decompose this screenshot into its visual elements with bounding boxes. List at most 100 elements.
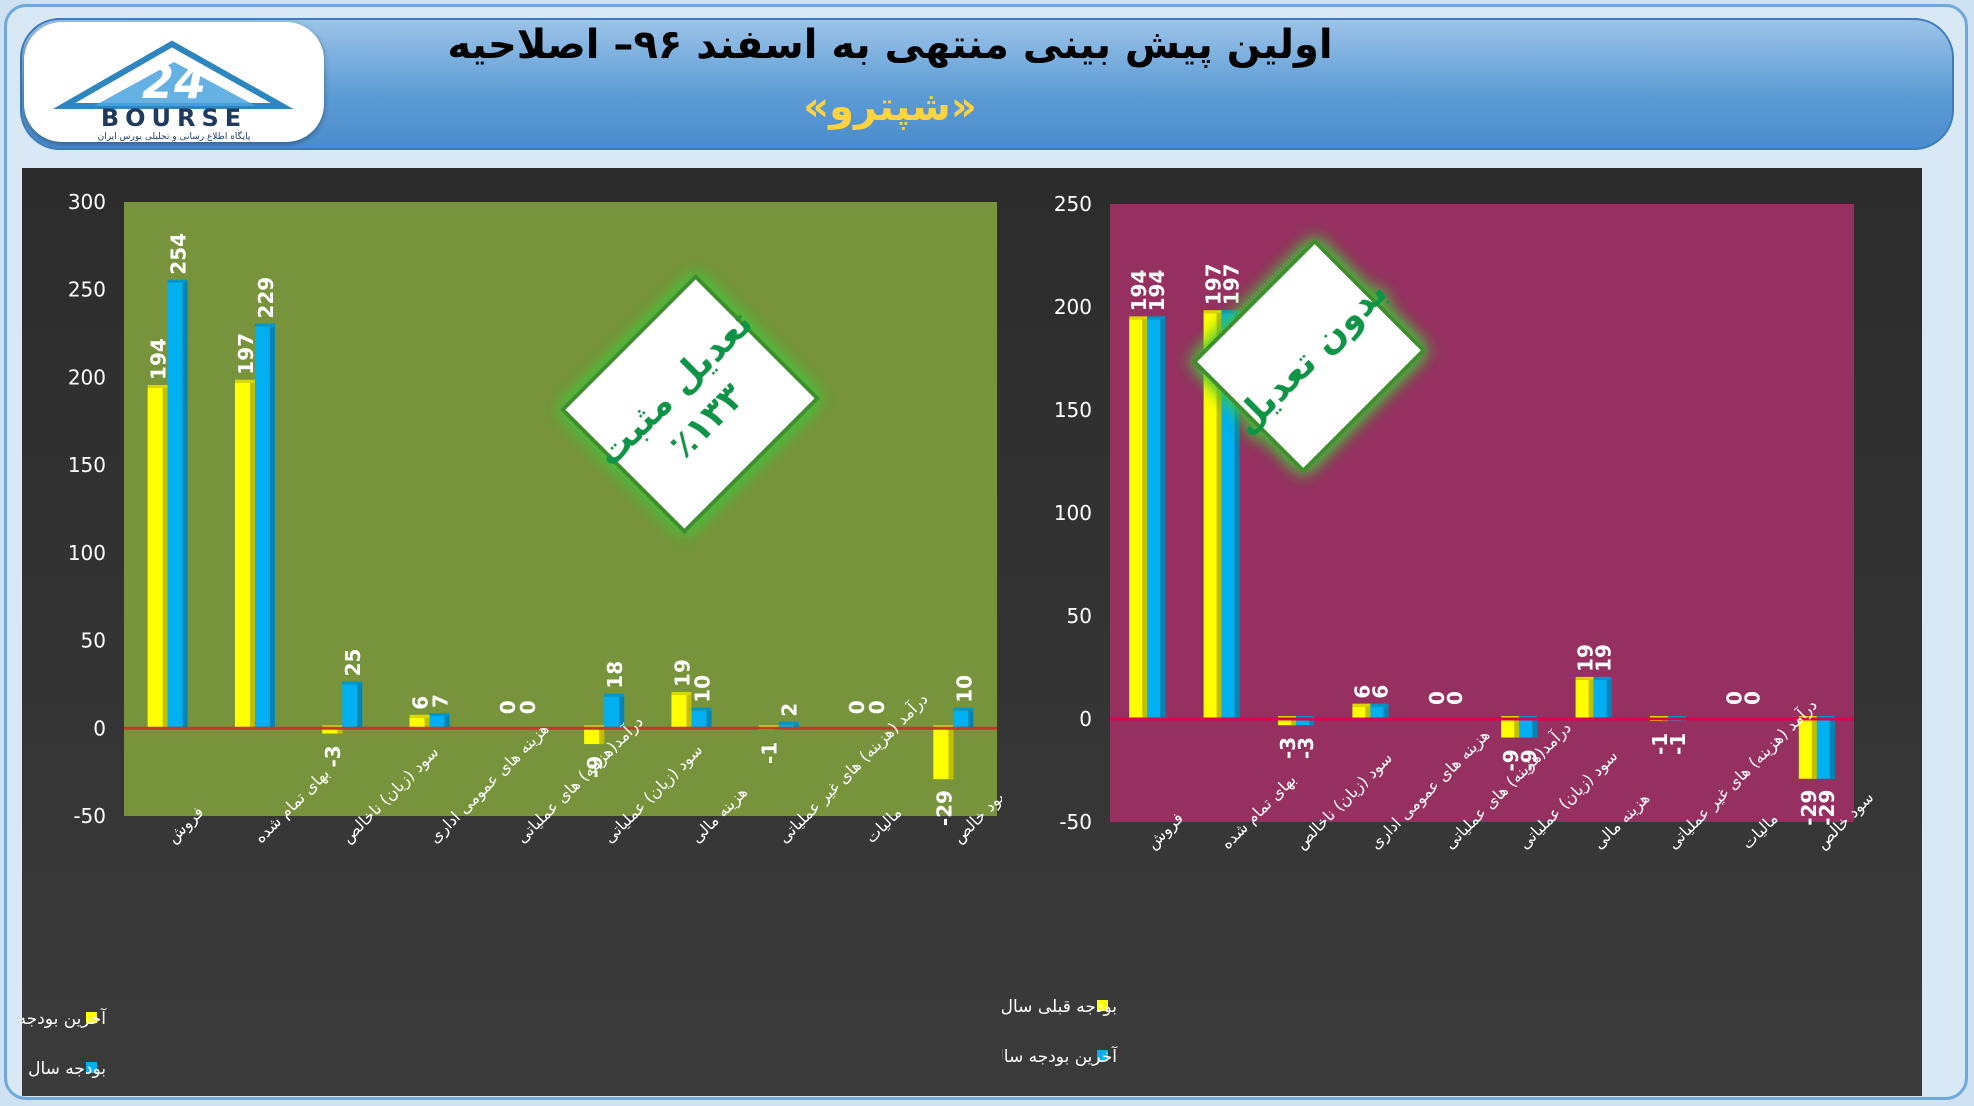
bar-top-shade xyxy=(167,279,188,283)
bar-top-shade xyxy=(1352,703,1371,707)
logo-text: BOURSE xyxy=(101,104,247,132)
data-label: 19 xyxy=(670,659,694,687)
bar-side-shade xyxy=(1811,719,1817,779)
data-label: 10 xyxy=(952,675,976,703)
bar-top-shade xyxy=(409,714,430,718)
legend-label: بودجه قبلی سال مالی ۹۵ xyxy=(1002,997,1117,1017)
y-tick-label: -50 xyxy=(73,804,106,828)
legend-label: آخرین بودجه سال مالی ۹۵ xyxy=(1002,1045,1118,1067)
bar-side-shade xyxy=(249,382,255,729)
data-label: -3 xyxy=(321,745,345,767)
data-label: -29 xyxy=(932,790,956,826)
bar-side-shade xyxy=(1532,719,1538,738)
data-label: 0 xyxy=(1443,691,1467,705)
bar-side-shade xyxy=(1588,679,1594,719)
bar-side-shade xyxy=(444,716,450,729)
y-tick-label: 250 xyxy=(1054,192,1092,216)
data-label: 18 xyxy=(603,661,627,689)
page-subtitle: «شپترو» xyxy=(803,84,977,130)
y-tick-label: 50 xyxy=(1067,604,1092,628)
y-tick-label: 200 xyxy=(68,365,106,389)
bar-top-shade xyxy=(1203,310,1222,314)
data-label: -9 xyxy=(1517,749,1541,771)
stamp-box xyxy=(1191,238,1427,474)
y-tick-label: -50 xyxy=(1059,810,1092,834)
y-tick-label: 100 xyxy=(1054,501,1092,525)
data-label: -1 xyxy=(1648,733,1672,755)
logo-roof-fill xyxy=(94,62,256,106)
bar-top-shade xyxy=(671,691,692,695)
logo-tagline: پایگاه اطلاع رسانی و تحلیلی بورس ایران xyxy=(98,130,251,142)
logo: 24 BOURSE پایگاه اطلاع رسانی و تحلیلی بو… xyxy=(24,22,324,142)
data-label: 6 xyxy=(1350,685,1374,699)
chart-right: 250 200 150 100 50 0 -50 194 197 -3 6 0 -9 19 -1 0 -29 19… xyxy=(1002,192,1878,1067)
legend-swatch-cyan xyxy=(86,1062,97,1073)
data-label: -3 xyxy=(1294,737,1318,759)
bar-side-shade xyxy=(1606,679,1612,719)
data-label: 2 xyxy=(778,703,802,717)
legend-swatch-yellow xyxy=(86,1012,97,1023)
bar-side-shade xyxy=(1309,719,1314,726)
bar-top-shade xyxy=(429,713,450,717)
bar-cyan xyxy=(1296,719,1314,726)
data-label: -29 xyxy=(1797,790,1821,826)
data-label: 19 xyxy=(1574,644,1598,672)
data-label: 197 xyxy=(1202,263,1226,305)
bar-top-shade xyxy=(342,681,363,685)
bar-top-shade xyxy=(691,707,712,711)
logo-graphic: 24 BOURSE پایگاه اطلاع رسانی و تحلیلی بو… xyxy=(52,40,294,142)
bar-side-shade xyxy=(948,728,954,780)
y-tick-label: 0 xyxy=(93,716,106,740)
data-label: 197 xyxy=(1220,263,1244,305)
bar-top-shade xyxy=(147,384,168,388)
stamp-badge: تعدیل مثبت٪۱۳۳ xyxy=(559,273,821,535)
bar-top-shade xyxy=(1593,676,1612,680)
data-label: -29 xyxy=(1815,790,1839,826)
bar-side-shade xyxy=(337,728,343,734)
page-title: اولین پیش بینی منتهی به اسفند ۹۶– اصلاحی… xyxy=(447,22,1333,68)
data-label: 229 xyxy=(254,277,278,319)
y-tick-label: 200 xyxy=(1054,295,1092,319)
data-label: 0 xyxy=(1425,691,1449,705)
bar-yellow xyxy=(322,728,343,734)
bar-cyan xyxy=(778,724,799,729)
data-label: 0 xyxy=(1740,691,1764,705)
legend-swatch-yellow xyxy=(1097,1000,1108,1011)
bar-top-shade xyxy=(953,707,974,711)
data-label: 6 xyxy=(409,696,433,710)
bar-side-shade xyxy=(1234,313,1240,719)
y-tick-label: 100 xyxy=(68,541,106,565)
bar-top-shade xyxy=(1129,316,1148,320)
y-tick-label: 50 xyxy=(81,629,106,653)
y-tick-label: 150 xyxy=(1054,398,1092,422)
charts-panel: 300 250 200 150 100 50 0 -50 194 197 -3 6 0 -9 19 -1 0 -2… xyxy=(22,168,1922,1096)
data-label: -9 xyxy=(1499,749,1523,771)
data-label: 0 xyxy=(516,700,540,714)
bar-top-shade xyxy=(604,693,625,697)
bar-side-shade xyxy=(1383,706,1389,719)
bar-side-shade xyxy=(1829,719,1835,779)
bar-yellow xyxy=(409,717,430,729)
bar-side-shade xyxy=(182,282,188,729)
bar-top-shade xyxy=(778,721,799,725)
data-label: 25 xyxy=(341,649,365,677)
logo-number: 24 xyxy=(142,55,206,109)
bar-side-shade xyxy=(1514,719,1520,738)
data-label: 0 xyxy=(496,700,520,714)
legend-swatch-cyan xyxy=(1097,1050,1108,1061)
bar-side-shade xyxy=(357,684,363,729)
bar-side-shade xyxy=(1142,319,1148,719)
bar-top-shade xyxy=(1370,703,1389,707)
bar-side-shade xyxy=(269,326,275,729)
bar-side-shade xyxy=(599,728,605,745)
data-label: 0 xyxy=(1722,691,1746,705)
bar-side-shade xyxy=(706,710,712,729)
data-label: 197 xyxy=(234,333,258,375)
legend-label: بودجه سال مالی ۹۶ xyxy=(22,1059,106,1079)
bar-top-shade xyxy=(1221,310,1240,314)
data-label: 194 xyxy=(147,338,171,380)
y-tick-label: 250 xyxy=(68,278,106,302)
bar-side-shade xyxy=(1216,313,1222,719)
data-label: 194 xyxy=(1127,270,1151,312)
y-tick-label: 0 xyxy=(1079,707,1092,731)
